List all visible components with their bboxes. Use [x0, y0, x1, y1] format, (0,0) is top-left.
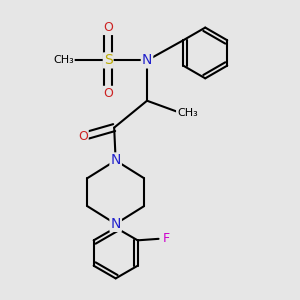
- Text: CH₃: CH₃: [53, 56, 74, 65]
- Text: CH₃: CH₃: [177, 108, 198, 118]
- Text: O: O: [78, 130, 88, 143]
- Text: N: N: [110, 154, 121, 167]
- Text: N: N: [142, 53, 152, 68]
- Text: S: S: [104, 53, 112, 68]
- Text: N: N: [110, 217, 121, 231]
- Text: O: O: [103, 21, 113, 34]
- Text: F: F: [162, 232, 169, 245]
- Text: O: O: [103, 87, 113, 100]
